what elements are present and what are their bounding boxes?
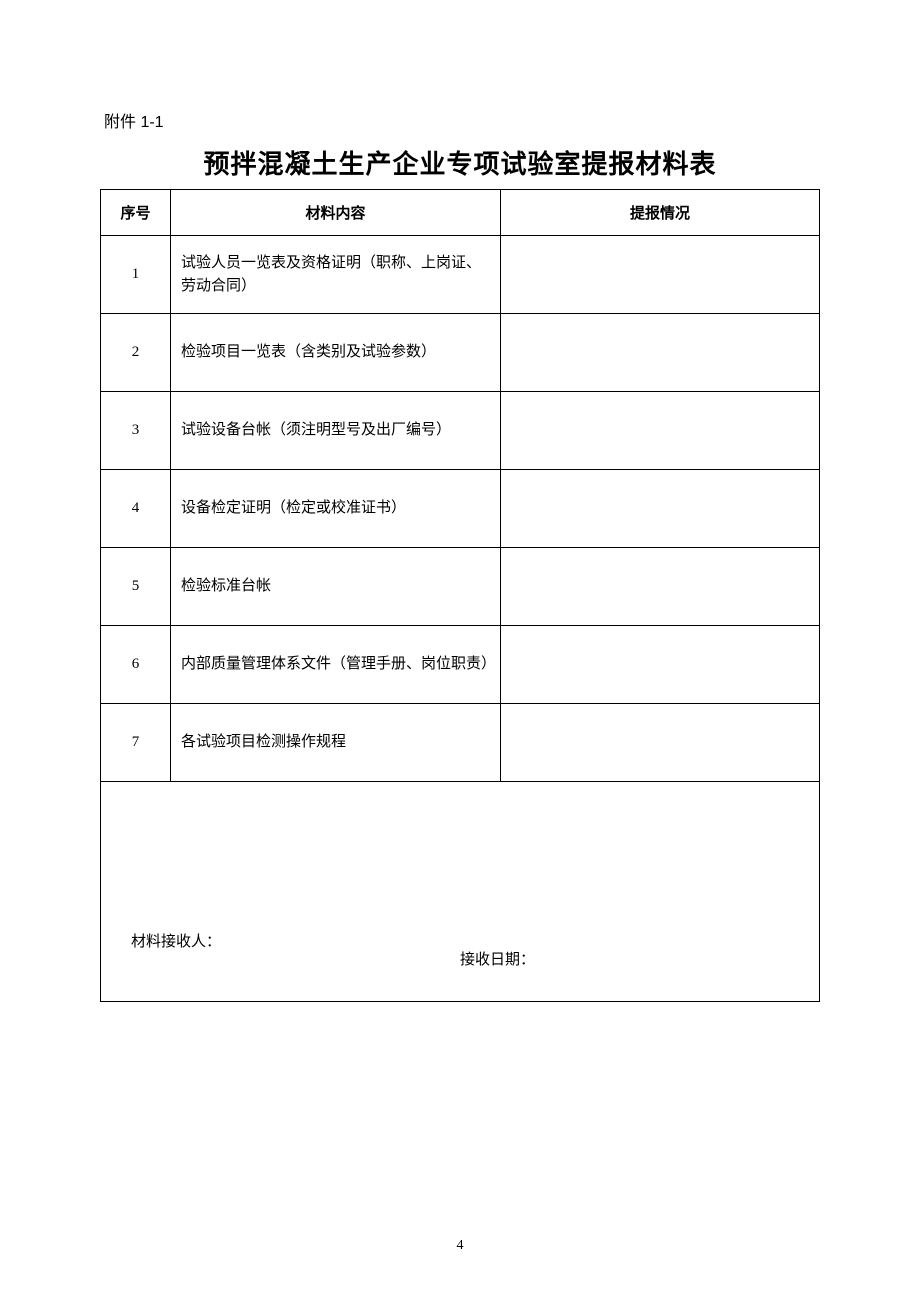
attachment-label: 附件 1-1	[104, 108, 820, 132]
page-number: 4	[0, 1238, 920, 1254]
cell-content: 设备检定证明（检定或校准证书）	[171, 470, 501, 548]
materials-table: 序号 材料内容 提报情况 1 试验人员一览表及资格证明（职称、上岗证、劳动合同）…	[100, 189, 820, 1002]
cell-seq: 5	[101, 548, 171, 626]
document-title: 预拌混凝土生产企业专项试验室提报材料表	[100, 144, 820, 181]
cell-status	[501, 392, 820, 470]
cell-content: 试验人员一览表及资格证明（职称、上岗证、劳动合同）	[171, 236, 501, 314]
header-seq: 序号	[101, 190, 171, 236]
cell-content: 各试验项目检测操作规程	[171, 704, 501, 782]
table-row: 2 检验项目一览表（含类别及试验参数）	[101, 314, 820, 392]
table-row: 3 试验设备台帐（须注明型号及出厂编号）	[101, 392, 820, 470]
table-row: 6 内部质量管理体系文件（管理手册、岗位职责）	[101, 626, 820, 704]
cell-status	[501, 626, 820, 704]
table-row: 4 设备检定证明（检定或校准证书）	[101, 470, 820, 548]
table-row: 1 试验人员一览表及资格证明（职称、上岗证、劳动合同）	[101, 236, 820, 314]
cell-seq: 6	[101, 626, 171, 704]
receiver-label: 材料接收人：	[131, 930, 460, 951]
cell-content: 检验标准台帐	[171, 548, 501, 626]
table-header-row: 序号 材料内容 提报情况	[101, 190, 820, 236]
footer-cell: 材料接收人： 接收日期：	[101, 782, 820, 1002]
header-status: 提报情况	[501, 190, 820, 236]
cell-status	[501, 314, 820, 392]
cell-seq: 4	[101, 470, 171, 548]
cell-status	[501, 704, 820, 782]
cell-status	[501, 548, 820, 626]
header-content: 材料内容	[171, 190, 501, 236]
cell-seq: 3	[101, 392, 171, 470]
cell-seq: 1	[101, 236, 171, 314]
cell-content: 内部质量管理体系文件（管理手册、岗位职责）	[171, 626, 501, 704]
cell-seq: 2	[101, 314, 171, 392]
table-row: 5 检验标准台帐	[101, 548, 820, 626]
cell-content: 试验设备台帐（须注明型号及出厂编号）	[171, 392, 501, 470]
table-row: 7 各试验项目检测操作规程	[101, 704, 820, 782]
cell-content: 检验项目一览表（含类别及试验参数）	[171, 314, 501, 392]
document-page: 附件 1-1 预拌混凝土生产企业专项试验室提报材料表 序号 材料内容 提报情况 …	[0, 0, 920, 1002]
date-label: 接收日期：	[460, 930, 789, 969]
table-footer-row: 材料接收人： 接收日期：	[101, 782, 820, 1002]
cell-status	[501, 236, 820, 314]
footer-content: 材料接收人： 接收日期：	[131, 814, 789, 969]
cell-seq: 7	[101, 704, 171, 782]
cell-status	[501, 470, 820, 548]
